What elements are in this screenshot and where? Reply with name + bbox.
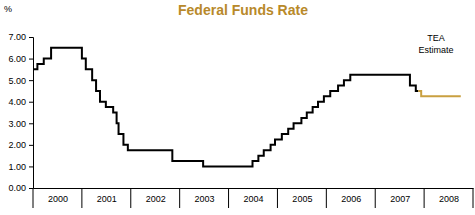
- y-tick-label: 5.00: [8, 76, 26, 86]
- x-tick: 2008: [439, 188, 459, 204]
- year-separator: [179, 188, 180, 208]
- x-axis-line: [34, 188, 474, 189]
- plot: 0.00 1.00 2.00 3.00 4.00 5.00 6.00 7.00 2000 2001…: [8, 32, 473, 208]
- y-tick: 1.00: [8, 162, 33, 172]
- year-separator: [228, 188, 229, 208]
- y-tick-label: 0.00: [8, 183, 26, 193]
- x-tick: 2007: [390, 188, 410, 204]
- y-tick-mark: [29, 80, 33, 81]
- y-tick-mark: [29, 37, 33, 38]
- y-tick-label: 3.00: [8, 119, 26, 129]
- y-tick: 4.00: [8, 97, 33, 107]
- x-tick-label: 2001: [97, 194, 117, 204]
- x-tick: 2004: [243, 188, 263, 204]
- y-tick: 5.00: [8, 76, 33, 86]
- x-axis: 2000 2001 2002 2003 2004 2005 2006 2007 2008: [34, 188, 474, 204]
- y-tick: 0.00: [8, 183, 33, 193]
- x-tick-label: 2007: [390, 194, 410, 204]
- y-tick-mark: [29, 188, 33, 189]
- x-tick: 2000: [48, 188, 68, 204]
- series-line: [33, 48, 418, 167]
- year-separator: [130, 188, 131, 208]
- y-tick-mark: [29, 102, 33, 103]
- lines: [33, 48, 461, 167]
- x-tick-label: 2002: [146, 194, 166, 204]
- y-tick-mark: [29, 59, 33, 60]
- x-tick: 2001: [97, 188, 117, 204]
- year-separator: [326, 188, 327, 208]
- y-tick: 2.00: [8, 140, 33, 150]
- y-tick-label: 1.00: [8, 162, 26, 172]
- x-tick-label: 2008: [439, 194, 459, 204]
- y-tick-mark: [29, 145, 33, 146]
- year-separator: [81, 188, 82, 208]
- series-annotation: TEAEstimate: [418, 33, 453, 55]
- y-tick: 7.00: [8, 32, 33, 42]
- chart: Federal Funds Rate% 0.00 1.00 2.00 3.00 4.00 5…: [0, 0, 475, 215]
- year-separator: [277, 188, 278, 208]
- y-tick: 3.00: [8, 119, 33, 129]
- x-tick: 2003: [195, 188, 215, 204]
- x-tick-label: 2000: [48, 194, 68, 204]
- x-tick: 2002: [146, 188, 166, 204]
- y-tick-label: 4.00: [8, 97, 26, 107]
- y-tick-label: 7.00: [8, 32, 26, 42]
- x-tick-label: 2003: [195, 194, 215, 204]
- x-tick-label: 2004: [243, 194, 263, 204]
- year-separator: [424, 188, 425, 208]
- y-tick-label: 2.00: [8, 140, 26, 150]
- y-tick-label: 6.00: [8, 54, 26, 64]
- x-tick-label: 2006: [341, 194, 361, 204]
- y-tick-mark: [29, 166, 33, 167]
- y-tick-mark: [29, 123, 33, 124]
- year-separator: [33, 188, 34, 208]
- x-tick: 2005: [292, 188, 312, 204]
- y-axis-line: [29, 38, 34, 189]
- year-separator: [473, 188, 474, 208]
- x-tick-label: 2005: [292, 194, 312, 204]
- series-line: [418, 91, 461, 96]
- y-axis-title: %: [4, 4, 12, 14]
- x-tick: 2006: [341, 188, 361, 204]
- y-tick: 6.00: [8, 54, 33, 64]
- y-axis: 0.00 1.00 2.00 3.00 4.00 5.00 6.00 7.00: [8, 32, 33, 193]
- title: Federal Funds Rate: [178, 2, 308, 18]
- year-separator: [375, 188, 376, 208]
